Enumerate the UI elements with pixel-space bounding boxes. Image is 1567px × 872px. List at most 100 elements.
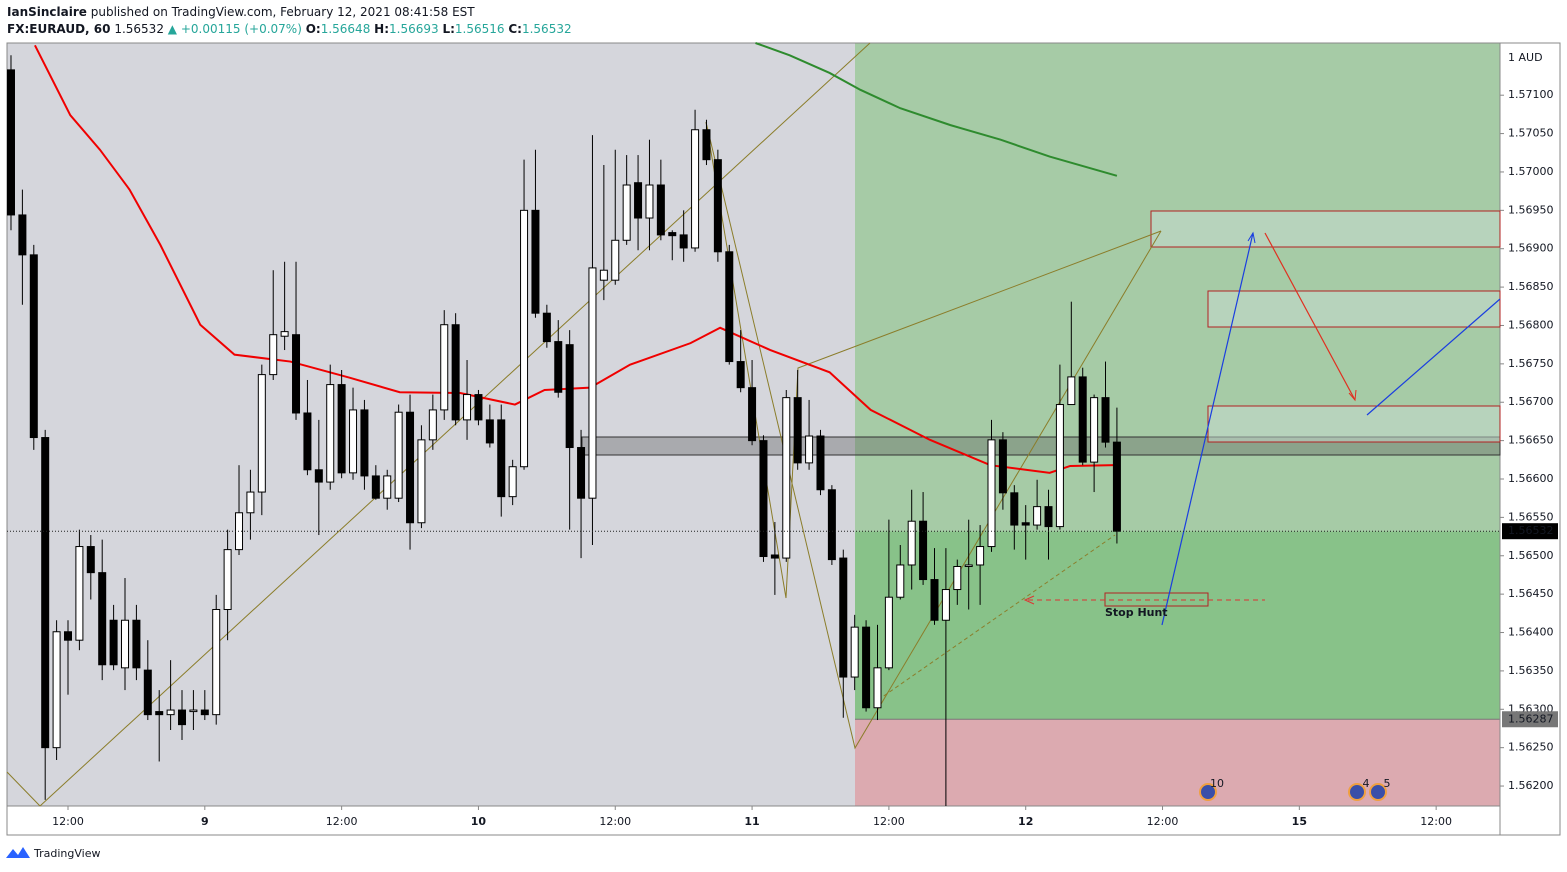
ohlc-key: O: [306,22,321,36]
candle-body [246,491,255,514]
resistance-zone [1207,405,1501,443]
candle-body [292,334,301,414]
candle-body [18,214,27,256]
ohlc-key: C: [508,22,522,36]
x-tick-label: 12:00 [599,815,631,828]
ohlc-val: 1.56693 [389,22,439,36]
ohlc-key: L: [442,22,454,36]
candle-body [474,394,483,421]
candle-body [1044,506,1053,528]
candle-body [531,209,540,314]
footer: TradingView [6,847,100,860]
candle-body [463,394,472,421]
y-tick-label: 1.56400 [1508,626,1554,639]
candle-body [29,254,38,439]
candle-body [793,397,802,464]
candle-body [554,341,563,393]
candle-body [383,475,392,499]
candle-body [166,709,175,716]
candle-body [1010,492,1019,526]
x-tick-label: 12 [1018,815,1033,828]
candle-body [41,437,50,749]
brand: TradingView [33,847,100,860]
price-label-box [1502,523,1558,540]
candle-body [691,129,700,249]
candle-body [314,469,323,483]
candle-body [611,239,620,281]
symbol: FX:EURAUD, 60 [7,22,111,36]
event-count: 4 [1363,777,1370,790]
candle-body [679,234,688,249]
trend-line [877,534,1116,701]
candle-body [394,411,403,499]
candle-body [987,439,996,548]
time-axis [7,806,1500,835]
candle-body [1101,397,1110,443]
candle-body [816,435,825,491]
candle-body [805,435,814,464]
candle-body [178,709,187,726]
candle-body [736,361,745,389]
candle-body [269,334,278,376]
candle-body [599,269,608,281]
annotation: Stop Hunt [1105,606,1168,619]
resistance-zone [1207,290,1501,328]
up-arrow: ▲ [168,22,178,36]
event-count: 5 [1384,777,1391,790]
candle-body [1055,404,1064,528]
stop-zone [855,719,1500,806]
blue-line [1366,298,1501,416]
candle-body [360,409,369,477]
y-tick-label: 1.56950 [1508,203,1554,216]
candle-body [998,439,1007,494]
arrow-head [1348,389,1357,402]
x-tick-label: 12:00 [873,815,905,828]
candle-body [713,159,722,253]
candle-body [964,564,973,568]
published: published on TradingView.com, February 1… [91,5,476,19]
candle-body [200,709,209,716]
candle-body [1067,376,1076,406]
candle-body [656,184,665,236]
candle-body [189,709,198,713]
candle-body [86,546,95,574]
price-label-box [1502,711,1558,728]
author: IanSinclaire [7,5,87,19]
arrow-head [1023,595,1035,605]
candle-body [839,557,848,678]
candle-body [634,182,643,219]
candle-body [6,69,15,216]
candle-body [759,440,768,558]
symbol-line: FX:EURAUD, 60 1.56532 ▲ +0.00115 (+0.07%… [7,22,572,36]
candle-body [1021,522,1030,526]
candle-body [748,387,757,442]
x-tick-label: 12:00 [326,815,358,828]
candle-body [542,312,551,343]
candle-body [725,251,734,363]
candle-body [75,546,84,641]
currency-label: 1 AUD [1508,51,1543,64]
candle-body [52,631,61,749]
trend-line [6,771,41,807]
x-tick-label: 15 [1292,815,1307,828]
y-tick-label: 1.56350 [1508,664,1554,677]
header-line: IanSinclaire published on TradingView.co… [7,5,475,19]
candle-body [850,626,859,678]
moving-average [755,42,1118,177]
y-tick-label: 1.56650 [1508,434,1554,447]
red-arrow [1264,232,1356,401]
price-label: 1.56532 [1508,524,1554,537]
y-tick-label: 1.57100 [1508,88,1554,101]
candle-body [862,626,871,709]
event-badge [1199,783,1217,801]
candle-body [520,209,529,468]
x-tick-label: 12:00 [1420,815,1452,828]
y-tick-label: 1.57000 [1508,165,1554,178]
plot: 1.57100 1.57050 1.57000 1.56950 1.56900 1.568… [6,42,1561,836]
ohlc-val: 1.56516 [455,22,505,36]
candle-body [645,184,654,219]
candle-body [406,411,415,524]
candle-body [63,631,72,641]
y-tick-label: 1.56850 [1508,280,1554,293]
